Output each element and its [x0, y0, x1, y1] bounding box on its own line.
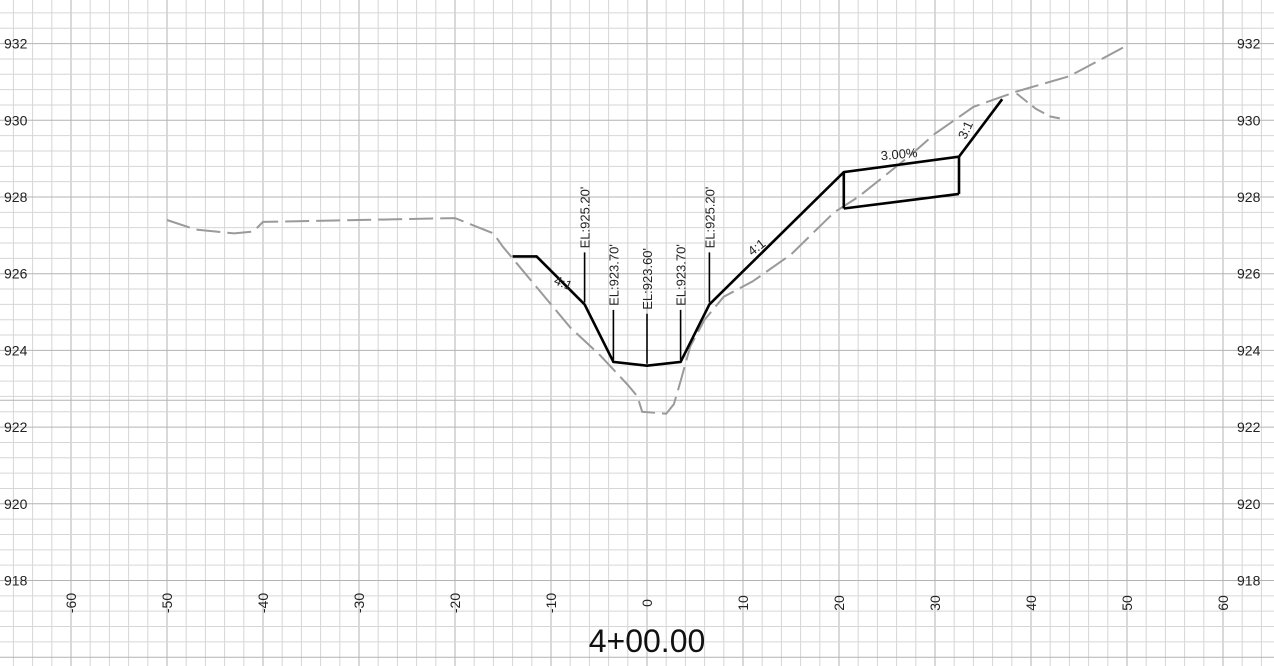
design-section-line — [512, 98, 1004, 368]
slope-label: 3.00% — [880, 145, 918, 163]
slope-label: 3:1 — [955, 119, 976, 142]
x-tick-label: -30 — [351, 593, 367, 613]
x-tick-label: 30 — [927, 595, 943, 611]
pavement-bottom — [843, 192, 960, 210]
y-tick-label-left: 926 — [4, 266, 28, 282]
slope-label: 4:1 — [745, 236, 768, 259]
x-tick-label: 40 — [1023, 595, 1039, 611]
y-tick-label-right: 922 — [1237, 419, 1261, 435]
y-tick-label-left: 918 — [4, 573, 28, 589]
elevation-label: EL:923.60' — [640, 248, 655, 310]
x-tick-label: -10 — [543, 593, 559, 613]
x-tick-label: 50 — [1119, 595, 1135, 611]
x-tick-label: -60 — [63, 593, 79, 613]
elevation-label: EL:925.20' — [702, 187, 717, 249]
existing-ground-branch — [1015, 92, 1060, 120]
y-tick-label-right: 920 — [1237, 496, 1261, 512]
y-tick-label-right: 926 — [1237, 266, 1261, 282]
x-tick-label: -50 — [159, 593, 175, 613]
y-tick-label-right: 924 — [1237, 342, 1261, 358]
x-tick-label: 20 — [831, 595, 847, 611]
y-tick-label-right: 930 — [1237, 112, 1261, 128]
elevation-label: EL:923.70' — [674, 244, 689, 306]
y-tick-label-left: 930 — [4, 112, 28, 128]
y-tick-label-right: 928 — [1237, 189, 1261, 205]
y-tick-label-left: 928 — [4, 189, 28, 205]
existing-ground-line — [166, 44, 1128, 415]
y-tick-label-left: 920 — [4, 496, 28, 512]
y-tick-label-right: 932 — [1237, 36, 1261, 52]
x-tick-label: 60 — [1215, 595, 1231, 611]
y-tick-label-left: 922 — [4, 419, 28, 435]
elevation-label: EL:925.20' — [578, 187, 593, 249]
y-tick-label-left: 924 — [4, 342, 28, 358]
station-title: 4+00.00 — [589, 623, 706, 659]
y-tick-label-left: 932 — [4, 36, 28, 52]
design-profile — [512, 98, 1004, 368]
x-axis-labels: -60 -50 -40 -30 -20 -10 0 10 20 30 40 50 60 — [63, 593, 1231, 613]
y-tick-label-right: 918 — [1237, 573, 1261, 589]
x-tick-label: -20 — [447, 593, 463, 613]
annotations: EL:925.20' EL:923.70' EL:923.60' EL:923.70'… — [552, 119, 976, 364]
y-axis-right-labels: 918 920 922 924 926 928 930 932 — [1237, 36, 1261, 589]
x-tick-label: 0 — [639, 599, 655, 607]
x-tick-label: 10 — [735, 595, 751, 611]
x-tick-label: -40 — [255, 593, 271, 613]
slope-label: 4:1 — [552, 273, 574, 294]
elevation-label: EL:923.70' — [606, 244, 621, 306]
existing-ground-profile — [166, 44, 1128, 415]
y-axis-left-labels: 918 920 922 924 926 928 930 932 — [4, 36, 28, 589]
